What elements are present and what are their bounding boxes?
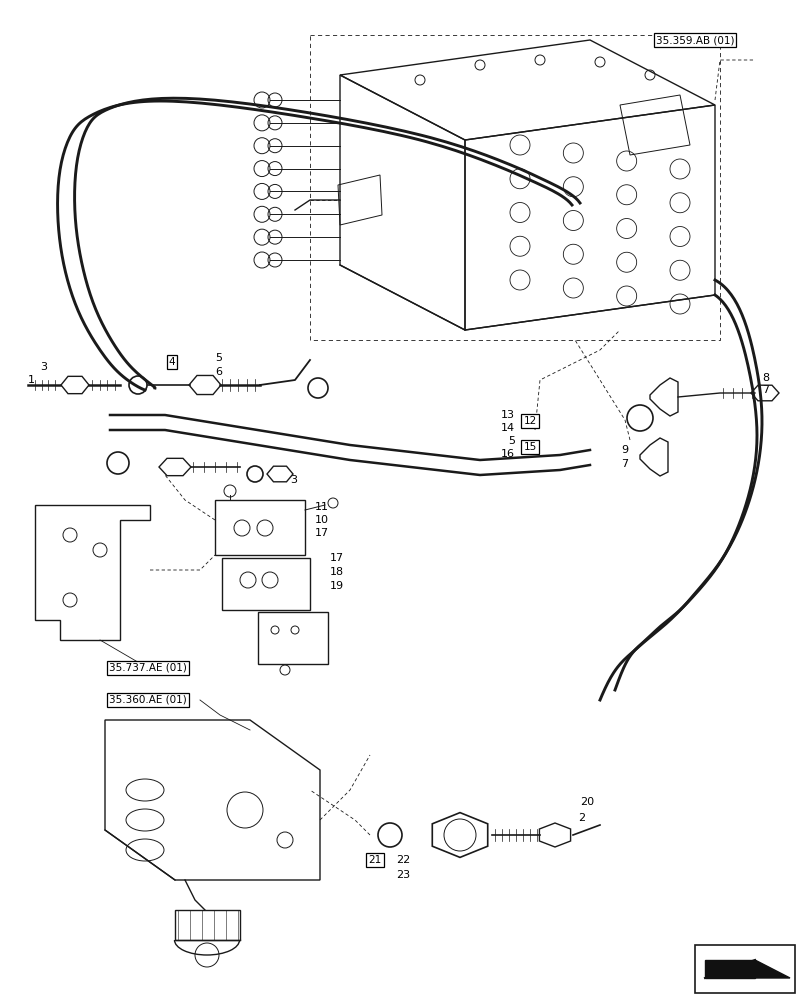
Text: 10: 10	[315, 515, 328, 525]
Polygon shape	[754, 960, 789, 978]
Bar	[694, 945, 794, 993]
Text: 5: 5	[215, 353, 221, 363]
Bar	[221, 558, 310, 610]
Text: 2: 2	[577, 813, 585, 823]
Text: 4: 4	[169, 357, 175, 367]
Text: 7: 7	[620, 459, 627, 469]
Text: 9: 9	[620, 445, 627, 455]
Text: 20: 20	[579, 797, 594, 807]
Bar	[258, 612, 328, 664]
Text: 19: 19	[329, 581, 344, 591]
Text: 15: 15	[523, 442, 536, 452]
Text: 35.360.AE (01): 35.360.AE (01)	[109, 695, 187, 705]
Text: 16: 16	[500, 449, 514, 459]
Bar	[215, 500, 305, 555]
Text: 22: 22	[396, 855, 410, 865]
Text: 14: 14	[500, 423, 514, 433]
Text: 5: 5	[508, 436, 514, 446]
Text: 35.737.AE (01): 35.737.AE (01)	[109, 663, 187, 673]
Text: 13: 13	[500, 410, 514, 420]
Text: 21: 21	[368, 855, 381, 865]
Text: 7: 7	[761, 385, 768, 395]
Text: 17: 17	[315, 528, 328, 538]
Text: 23: 23	[396, 870, 410, 880]
Text: 35.359.AB (01): 35.359.AB (01)	[655, 35, 733, 45]
Text: 12: 12	[523, 416, 536, 426]
Text: 11: 11	[315, 502, 328, 512]
Bar	[704, 960, 754, 978]
Text: 17: 17	[329, 553, 344, 563]
Text: 3: 3	[40, 362, 47, 372]
Text: 1: 1	[28, 375, 35, 385]
Text: 8: 8	[761, 373, 768, 383]
Text: 3: 3	[290, 475, 297, 485]
Text: 6: 6	[215, 367, 221, 377]
Text: 18: 18	[329, 567, 344, 577]
